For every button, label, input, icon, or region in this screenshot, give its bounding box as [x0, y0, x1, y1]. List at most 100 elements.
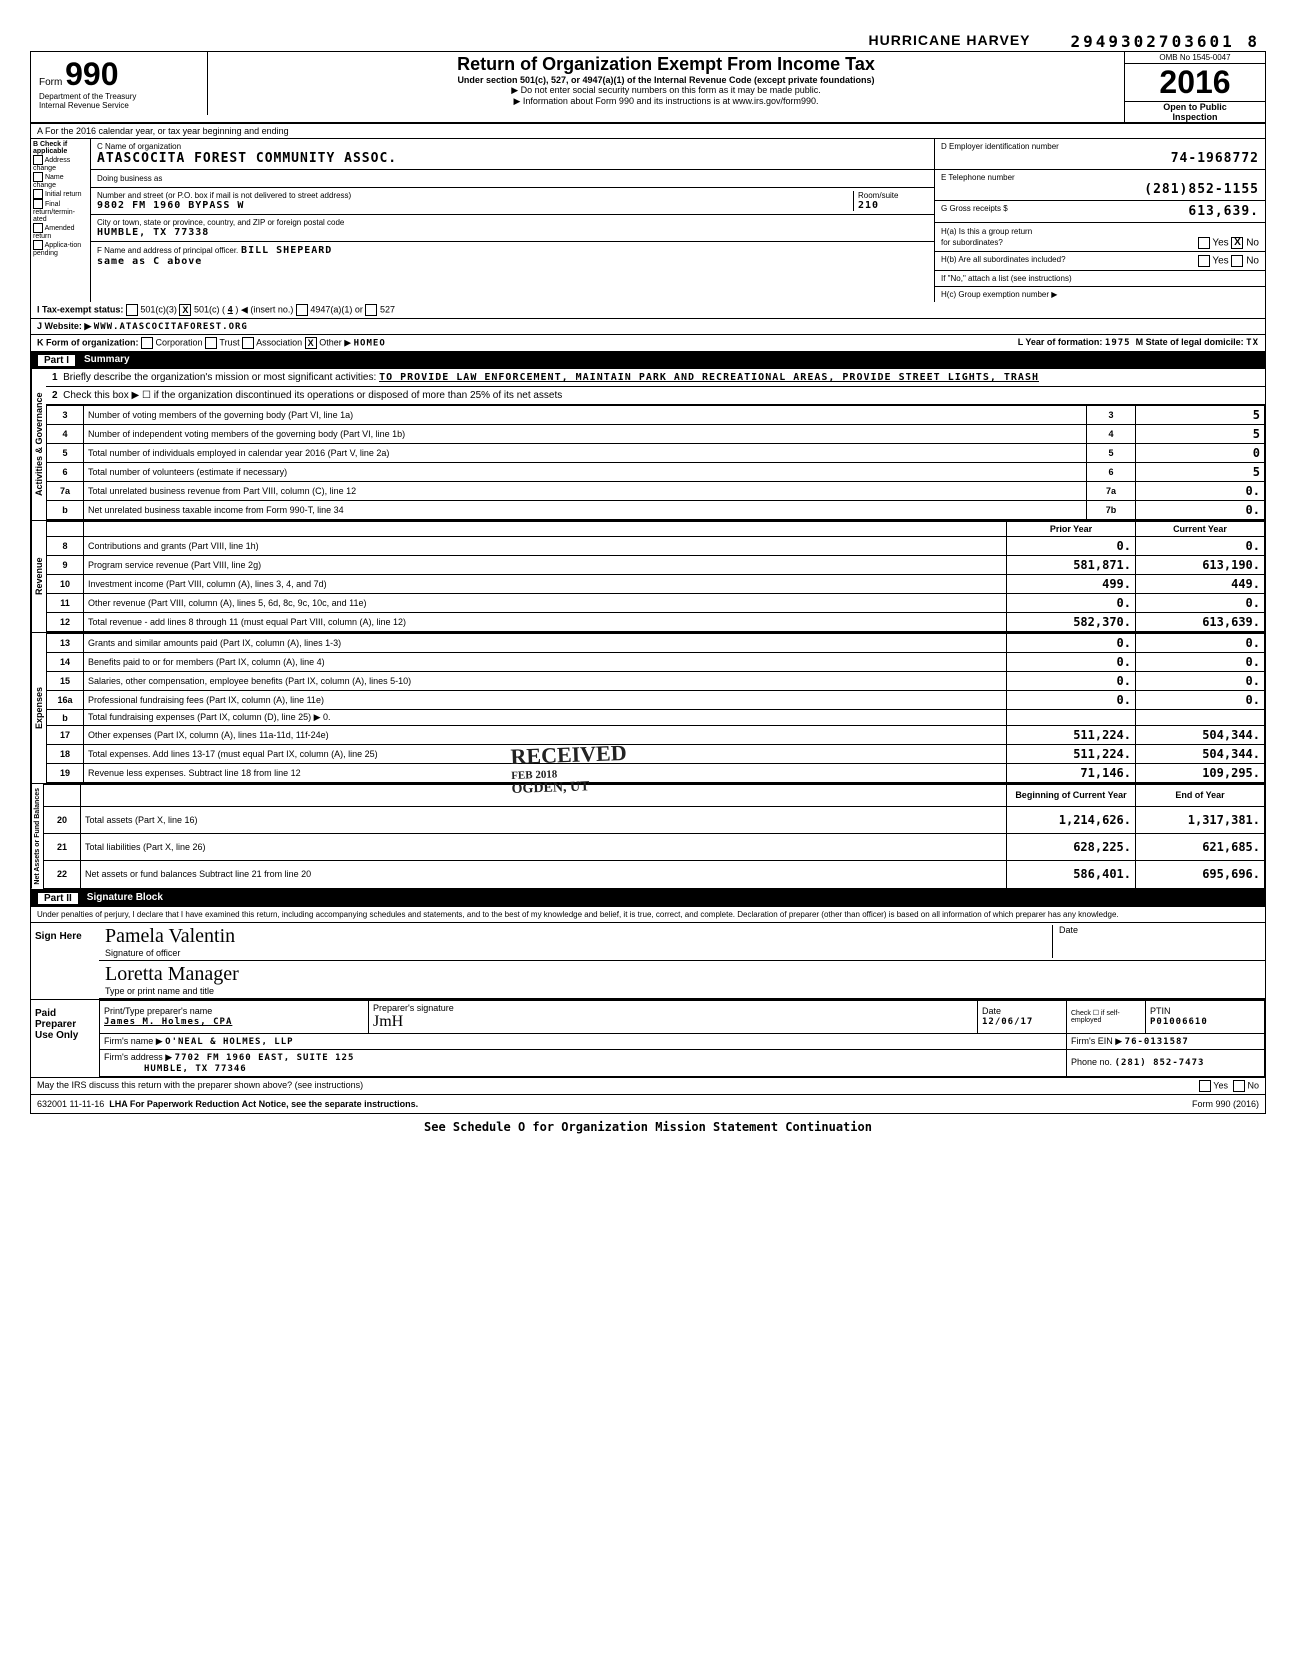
- discuss-label: May the IRS discuss this return with the…: [37, 1080, 1199, 1092]
- firm-phone: (281) 852-7473: [1115, 1058, 1205, 1068]
- dba-label: Doing business as: [97, 174, 162, 183]
- side-expenses: Expenses: [31, 633, 46, 783]
- discuss-row: May the IRS discuss this return with the…: [31, 1078, 1265, 1095]
- info-line: ▶ Information about Form 990 and its ins…: [214, 96, 1118, 107]
- status-501c[interactable]: X: [179, 304, 191, 316]
- l-label: L Year of formation:: [1018, 337, 1103, 347]
- part1-title: Summary: [84, 354, 130, 367]
- officer-name-signature: Loretta Manager: [105, 963, 1259, 986]
- form-subtitle: Under section 501(c), 527, or 4947(a)(1)…: [214, 75, 1118, 85]
- g-label: G Gross receipts $: [941, 204, 1008, 219]
- k-other-val: HOMEO: [354, 338, 386, 348]
- firm-name: O'NEAL & HOLMES, LLP: [165, 1037, 293, 1047]
- hurricane-label: HURRICANE HARVEY: [869, 32, 1031, 51]
- m-label: M State of legal domicile:: [1136, 337, 1244, 347]
- state-domicile: TX: [1246, 338, 1259, 348]
- officer-name: BILL SHEPEARD: [241, 245, 332, 256]
- footer: 632001 11-11-16 LHA For Paperwork Reduct…: [31, 1095, 1265, 1113]
- omb-number: OMB No 1545-0047: [1125, 52, 1265, 64]
- paid-preparer-label: Paid Preparer Use Only: [31, 1000, 99, 1077]
- tax-year: 2016: [1125, 64, 1265, 102]
- tax-exempt-row: I Tax-exempt status: 501(c)(3) X 501(c) …: [31, 302, 1265, 319]
- check-address[interactable]: Address change: [33, 155, 88, 172]
- part2-title: Signature Block: [87, 892, 163, 905]
- firm-ein-label: Firm's EIN ▶: [1071, 1036, 1122, 1046]
- ha-yes[interactable]: [1198, 237, 1210, 249]
- check-name[interactable]: Name change: [33, 172, 88, 189]
- part1-header: Part I Summary: [31, 352, 1265, 369]
- firm-addr1: 7702 FM 1960 EAST, SUITE 125: [175, 1053, 355, 1063]
- k-corp[interactable]: [141, 337, 153, 349]
- tax-period: A For the 2016 calendar year, or tax yea…: [31, 124, 1265, 139]
- firm-phone-label: Phone no.: [1071, 1057, 1112, 1067]
- side-governance: Activities & Governance: [31, 369, 46, 520]
- penalty-statement: Under penalties of perjury, I declare th…: [31, 907, 1265, 923]
- hb-yes[interactable]: [1198, 255, 1210, 267]
- room-label: Room/suite: [858, 191, 928, 200]
- k-trust[interactable]: [205, 337, 217, 349]
- hb-note: If "No," attach a list (see instructions…: [941, 274, 1072, 283]
- officer-addr: same as C above: [97, 256, 202, 267]
- form-header: Form 990 Department of the Treasury Inte…: [31, 52, 1265, 124]
- form-id-block: Form 990 Department of the Treasury Inte…: [31, 52, 208, 115]
- self-employed[interactable]: Check ☐ if self-employed: [1067, 1000, 1146, 1033]
- right-column: D Employer identification number 74-1968…: [934, 139, 1265, 302]
- officer-signature: Pamela Valentin: [105, 925, 1052, 948]
- ein: 74-1968772: [941, 151, 1259, 166]
- part2-header: Part II Signature Block: [31, 890, 1265, 907]
- prep-signature: JmH: [373, 1013, 403, 1030]
- ha-label: H(a) Is this a group return: [941, 227, 1032, 236]
- side-revenue: Revenue: [31, 521, 46, 632]
- check-initial[interactable]: Initial return: [33, 189, 88, 199]
- name-block: C Name of organization ATASCOCITA FOREST…: [91, 139, 934, 302]
- org-name: ATASCOCITA FOREST COMMUNITY ASSOC.: [97, 151, 928, 166]
- check-header: B Check if applicable: [33, 141, 88, 155]
- ha-no[interactable]: X: [1231, 237, 1243, 249]
- open-public: Open to Public: [1125, 102, 1265, 112]
- prep-name: James M. Holmes, CPA: [104, 1017, 232, 1027]
- k-label: K Form of organization:: [37, 337, 139, 347]
- street: 9802 FM 1960 BYPASS W: [97, 200, 853, 211]
- k-other[interactable]: X: [305, 337, 317, 349]
- header-center: Return of Organization Exempt From Incom…: [208, 52, 1124, 109]
- form-prefix: Form: [39, 77, 62, 88]
- phone: (281)852-1155: [941, 182, 1259, 197]
- preparer-table: Print/Type preparer's nameJames M. Holme…: [99, 1000, 1265, 1077]
- hb-no[interactable]: [1231, 255, 1243, 267]
- discuss-no[interactable]: [1233, 1080, 1245, 1092]
- part1-label: Part I: [37, 354, 76, 367]
- room: 210: [858, 200, 928, 211]
- footer-form: Form 990 (2016): [1192, 1099, 1259, 1109]
- sig-date-label: Date: [1059, 925, 1078, 935]
- check-column: B Check if applicable Address change Nam…: [31, 139, 91, 302]
- d-label: D Employer identification number: [941, 142, 1259, 151]
- top-line: HURRICANE HARVEY 2949302703601 8: [30, 30, 1266, 51]
- e-label: E Telephone number: [941, 173, 1259, 182]
- prep-date: 12/06/17: [982, 1017, 1033, 1027]
- hb-label: H(b) Are all subordinates included?: [941, 255, 1066, 267]
- check-amended[interactable]: Amended return: [33, 223, 88, 240]
- prep-sig-label: Preparer's signature: [373, 1003, 454, 1013]
- check-application[interactable]: Applica-tion pending: [33, 240, 88, 257]
- footer-lha: LHA For Paperwork Reduction Act Notice, …: [109, 1099, 418, 1109]
- status-4947[interactable]: [296, 304, 308, 316]
- year-box: OMB No 1545-0047 2016 Open to Public Ins…: [1124, 52, 1265, 122]
- check-final[interactable]: Final return/termin-ated: [33, 199, 88, 223]
- paid-preparer-block: Paid Preparer Use Only Print/Type prepar…: [31, 1000, 1265, 1078]
- addr-label: Number and street (or P.O. box if mail i…: [97, 191, 853, 200]
- form-page: Form 990 Department of the Treasury Inte…: [30, 51, 1266, 1114]
- dept-line2: Internal Revenue Service: [39, 102, 199, 111]
- sign-here: Sign Here: [31, 923, 99, 999]
- k-assoc[interactable]: [242, 337, 254, 349]
- ptin: P01006610: [1150, 1017, 1208, 1027]
- org-info-block: B Check if applicable Address change Nam…: [31, 139, 1265, 302]
- form-org-row: K Form of organization: Corporation Trus…: [31, 335, 1265, 352]
- discuss-yes[interactable]: [1199, 1080, 1211, 1092]
- status-501c3[interactable]: [126, 304, 138, 316]
- firm-name-label: Firm's name ▶: [104, 1036, 163, 1046]
- status-527[interactable]: [365, 304, 377, 316]
- gross-receipts: 613,639.: [1188, 204, 1259, 219]
- ha-label2: for subordinates?: [941, 238, 1003, 247]
- year-formation: 1975: [1105, 338, 1131, 348]
- form-number: 990: [65, 56, 118, 92]
